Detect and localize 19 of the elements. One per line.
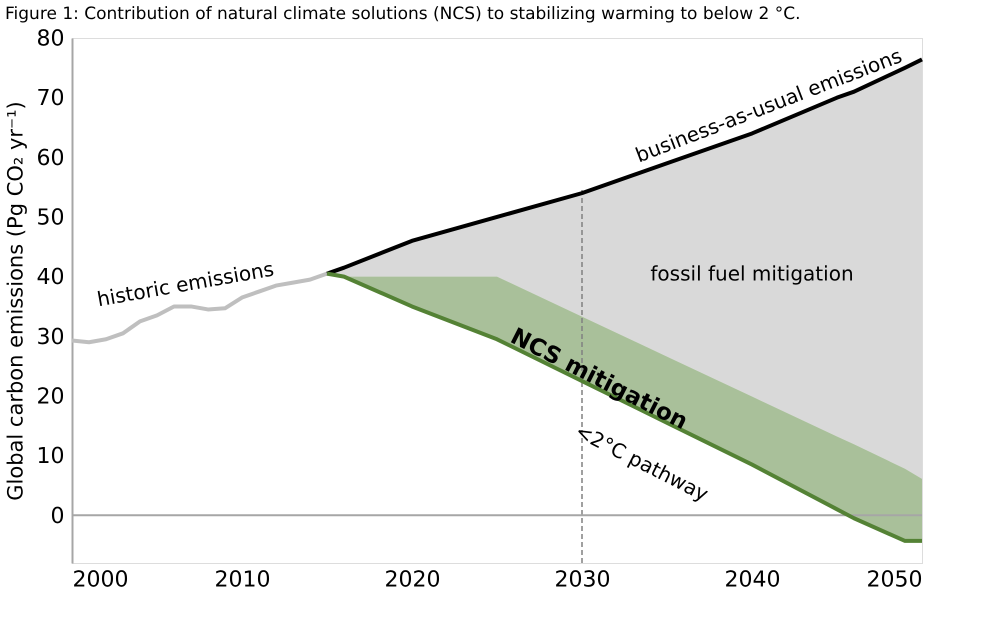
x-tick-label: 2020 — [384, 568, 440, 592]
y-tick-label: 20 — [36, 384, 64, 410]
x-tick-label: 2030 — [554, 568, 610, 592]
y-axis-title: Global carbon emissions (Pg CO₂ yr⁻¹) — [4, 101, 28, 501]
y-tick-label: 60 — [36, 146, 64, 171]
x-tick-label: 2040 — [724, 568, 780, 592]
x-tick-label: 2010 — [214, 568, 270, 592]
y-tick-label: 50 — [36, 205, 64, 230]
y-tick-label: 30 — [36, 324, 64, 350]
x-tick-label: 2050 — [866, 568, 922, 592]
chart-title: Figure 1: Contribution of natural climate solutions (NCS) to stabilizing warming to below 2 °C. — [5, 4, 801, 24]
y-tick-label: 70 — [36, 86, 64, 112]
annotation: fossil fuel mitigation — [650, 261, 854, 286]
y-tick-label: 0 — [50, 504, 64, 529]
y-tick-label: 10 — [36, 444, 64, 470]
y-tick-label: 40 — [36, 265, 64, 290]
annotation: historic emissions — [95, 256, 276, 312]
x-tick-label: 2000 — [72, 568, 128, 592]
y-tick-label: 80 — [36, 26, 64, 52]
